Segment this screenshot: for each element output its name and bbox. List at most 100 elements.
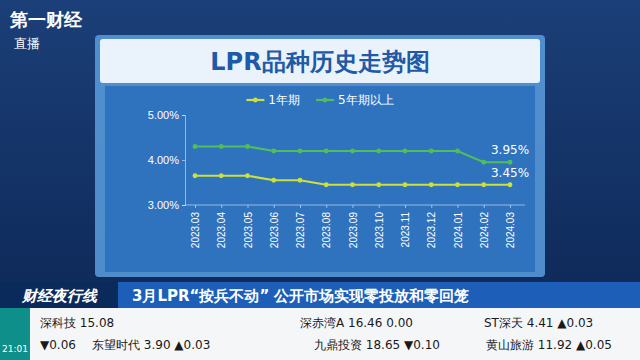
- program-box: [0, 282, 118, 308]
- title-strip: [100, 39, 540, 83]
- x-tick: 2023.05: [243, 205, 254, 248]
- x-tick-mark: [274, 205, 275, 208]
- x-tick-label: 2023.05: [243, 212, 254, 249]
- chart-card: [95, 35, 545, 277]
- series-point: [481, 182, 486, 187]
- x-tick-label: 2023.12: [426, 212, 437, 249]
- series-point: [298, 178, 303, 183]
- y-tick-mark: [182, 115, 185, 116]
- ticker-item: ST深天 4.41 ▲0.03: [484, 316, 593, 330]
- x-tick-mark: [195, 205, 196, 208]
- logo: 第一财经: [9, 9, 83, 30]
- x-tick: 2023.12: [426, 205, 437, 248]
- series-point: [350, 182, 355, 187]
- y-axis: 3.00% 4.00% 5.00%: [148, 109, 186, 211]
- chart-title: LPR品种历史走势图: [210, 48, 429, 76]
- x-tick: 2023.03: [190, 205, 201, 248]
- series-point: [219, 173, 224, 178]
- data-label: 3.95%: [491, 143, 529, 157]
- series-line: [195, 147, 510, 163]
- series-point: [271, 149, 276, 154]
- x-tick: 2024.01: [453, 205, 464, 248]
- x-tick: 2024.03: [505, 205, 516, 248]
- series-point: [193, 144, 198, 149]
- ticker-item: 九鼎投资 18.65 ▼0.10: [314, 338, 440, 352]
- ticker-item: ▼0.06: [40, 338, 76, 352]
- legend-item: 5年期以上: [316, 93, 394, 107]
- headline: 3月LPR“按兵不动” 公开市场实现零投放和零回笼: [132, 287, 469, 305]
- ticker-bar: [0, 308, 640, 360]
- program-name: 财经夜行线: [21, 287, 98, 305]
- y-tick-label: 3.00%: [148, 199, 179, 211]
- series-point: [403, 149, 408, 154]
- time: 21:01: [2, 344, 28, 354]
- x-tick: 2023.08: [321, 205, 332, 248]
- x-tick-mark: [405, 205, 406, 208]
- plot-marks: [193, 144, 513, 187]
- series-point: [245, 144, 250, 149]
- x-tick: 2023.11: [400, 205, 411, 247]
- x-tick-label: 2023.04: [216, 212, 227, 249]
- x-tick-mark: [458, 205, 459, 208]
- x-tick-mark: [431, 205, 432, 208]
- x-tick-mark: [353, 205, 354, 208]
- x-tick-mark: [510, 205, 511, 208]
- series-point: [376, 182, 381, 187]
- ticker-item: 东望时代 3.90 ▲0.03: [92, 338, 210, 352]
- series-point: [508, 182, 513, 187]
- x-tick: 2023.07: [295, 205, 306, 248]
- series-point: [324, 182, 329, 187]
- series-point: [298, 149, 303, 154]
- x-tick-label: 2023.06: [269, 212, 280, 249]
- y-tick: 3.00%: [148, 199, 185, 211]
- x-axis-line: [185, 205, 525, 206]
- x-tick-mark: [300, 205, 301, 208]
- series-point: [403, 182, 408, 187]
- x-tick: 2023.10: [374, 205, 385, 248]
- series-point: [219, 144, 224, 149]
- series-point: [350, 149, 355, 154]
- legend-label: 5年期以上: [338, 93, 394, 107]
- legend-marker: [253, 98, 258, 103]
- time-box: [0, 308, 30, 360]
- x-tick-label: 2023.03: [190, 212, 201, 249]
- x-tick-label: 2023.07: [295, 212, 306, 249]
- x-axis: 2023.03 2023.04 2023.05 2023.06 2023.07 2023.…: [185, 205, 525, 248]
- legend-item: 1年期: [246, 93, 300, 107]
- legend: 1年期 5年期以上: [246, 93, 393, 107]
- ticker-item: 黄山旅游 11.92 ▲0.05: [486, 338, 612, 352]
- live-label: 直播: [14, 36, 40, 51]
- x-tick: 2023.06: [269, 205, 280, 248]
- x-tick: 2023.04: [216, 205, 227, 248]
- y-axis-line: [182, 116, 186, 206]
- series-point: [376, 149, 381, 154]
- y-tick-label: 4.00%: [148, 154, 179, 166]
- legend-marker: [323, 98, 328, 103]
- x-tick-mark: [248, 205, 249, 208]
- background: [0, 0, 640, 360]
- series-point: [429, 182, 434, 187]
- data-labels: 3.45% 3.95%: [491, 143, 529, 180]
- series-point: [271, 178, 276, 183]
- x-tick-mark: [484, 205, 485, 208]
- x-tick: 2024.02: [479, 205, 490, 248]
- y-tick-label: 5.00%: [148, 109, 179, 121]
- data-label: 3.45%: [491, 166, 529, 180]
- ticker-item: 深科技 15.08: [40, 316, 114, 330]
- y-tick: 4.00%: [148, 154, 185, 166]
- series-point: [429, 149, 434, 154]
- legend-label: 1年期: [268, 93, 300, 107]
- x-tick-mark: [326, 205, 327, 208]
- plot-panel: [105, 86, 535, 272]
- series-point: [455, 182, 460, 187]
- x-tick-mark: [379, 205, 380, 208]
- x-tick-label: 2023.09: [348, 212, 359, 249]
- series-point: [455, 149, 460, 154]
- screen: 第一财经直播LPR品种历史走势图3.00%4.00%5.00%2023.0320…: [0, 0, 640, 360]
- series-point: [508, 160, 513, 165]
- x-tick-label: 2023.11: [400, 212, 411, 248]
- ticker-item: 深赤湾A 16.46 0.00: [300, 316, 413, 330]
- x-tick: 2023.09: [348, 205, 359, 248]
- x-tick-label: 2023.08: [321, 212, 332, 249]
- x-tick-mark: [221, 205, 222, 208]
